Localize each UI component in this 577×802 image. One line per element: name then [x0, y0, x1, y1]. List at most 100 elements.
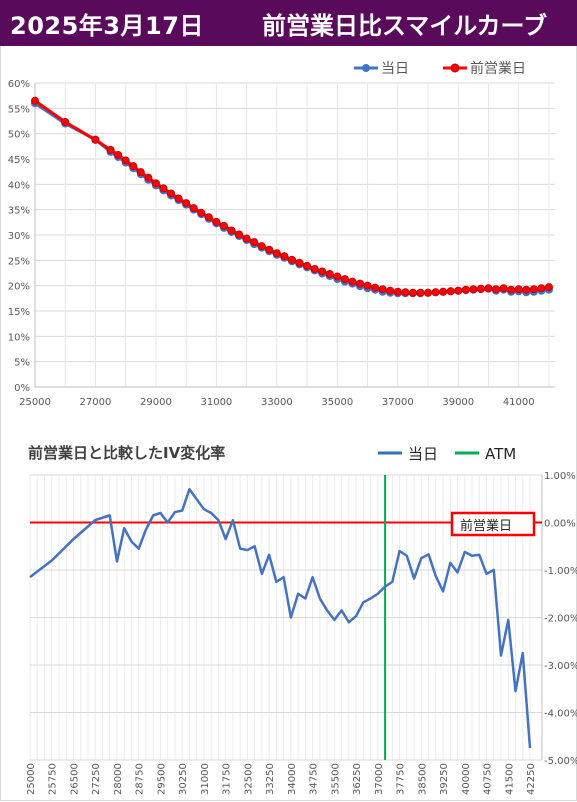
- legend-prev-marker: [450, 63, 460, 73]
- c1-point-prev: [219, 221, 228, 230]
- c1-point-prev: [287, 255, 296, 264]
- c2-x-axis: 25000 25750 26500 27250 28000 28750 29500 30250…: [26, 763, 537, 795]
- c2-x-tick-label: 34000: [287, 763, 298, 795]
- c2-x-tick-label: 40750: [483, 763, 494, 795]
- c1-point-prev: [212, 217, 221, 226]
- c1-y-tick-label: 30%: [8, 231, 30, 242]
- c2-x-tick-label: 33250: [265, 763, 276, 795]
- c2-title: 前営業日と比較したIV変化率: [28, 444, 225, 462]
- c1-point-prev: [386, 286, 395, 295]
- c1-y-axis: 0% 5% 10% 15% 20% 25% 30% 35% 40% 45% 50% 55% 60%: [8, 79, 30, 394]
- c2-y-tick-label: -4.00%: [544, 709, 577, 720]
- c1-point-prev: [333, 272, 342, 281]
- c2-y-tick-label: 0.00%: [544, 519, 576, 530]
- c2-x-tick-label: 42250: [526, 763, 537, 795]
- c1-point-prev: [61, 118, 70, 127]
- c2-x-tick-label: 27250: [91, 763, 102, 795]
- smile-curve-chart: 0% 5% 10% 15% 20% 25% 30% 35% 40% 45% 50% 55% 60% 25…: [8, 60, 555, 408]
- c2-y-tick-label: -3.00%: [544, 661, 577, 672]
- c1-x-tick-label: 35000: [321, 397, 353, 408]
- c2-x-tick-label: 36250: [352, 763, 363, 795]
- c1-x-tick-label: 31000: [200, 397, 232, 408]
- c2-x-tick-label: 29500: [156, 763, 167, 795]
- c1-point-prev: [522, 285, 531, 294]
- c1-point-prev: [189, 204, 198, 213]
- c1-point-prev: [363, 281, 372, 290]
- c1-point-prev: [499, 284, 508, 293]
- zero-line-label: 前営業日: [460, 518, 512, 534]
- c1-point-prev: [371, 283, 380, 292]
- c1-point-prev: [272, 249, 281, 258]
- c1-point-prev: [303, 261, 312, 270]
- c1-x-tick-label: 41000: [503, 397, 535, 408]
- c1-y-tick-label: 60%: [8, 79, 30, 90]
- c2-x-tick-label: 30250: [178, 763, 189, 795]
- iv-change-chart: 前営業日と比較したIV変化率 当日 ATM 1.00% 0.00% -1.00% -2…: [26, 444, 577, 795]
- c1-y-tick-label: 0%: [14, 383, 30, 394]
- c1-x-tick-label: 39000: [442, 397, 474, 408]
- c1-point-prev: [325, 270, 334, 279]
- c1-point-prev: [514, 285, 523, 294]
- c1-y-tick-label: 5%: [14, 358, 30, 369]
- c1-point-prev: [544, 283, 553, 292]
- c1-point-prev: [197, 208, 206, 217]
- c1-y-tick-label: 40%: [8, 180, 30, 191]
- c1-point-prev: [492, 285, 501, 294]
- c1-y-tick-label: 10%: [8, 332, 30, 343]
- c1-y-tick-label: 50%: [8, 130, 30, 141]
- c1-legend: 当日 前営業日: [354, 60, 526, 77]
- c2-y-tick-label: -2.00%: [544, 614, 577, 625]
- c2-series: [29, 488, 532, 749]
- c1-x-tick-label: 33000: [261, 397, 293, 408]
- c2-x-tick-label: 25000: [26, 763, 37, 795]
- c1-point-prev: [537, 284, 546, 293]
- date-label: 2025年3月17日: [10, 12, 204, 40]
- c1-point-prev: [348, 277, 357, 286]
- c1-point-prev: [310, 264, 319, 273]
- c1-point-prev: [280, 252, 289, 261]
- c1-point-prev: [129, 162, 138, 171]
- c1-point-prev: [476, 284, 485, 293]
- c1-point-prev: [204, 213, 213, 222]
- legend-today-label: 当日: [381, 61, 409, 77]
- c2-series-today-line: [29, 488, 532, 749]
- c2-y-axis: 1.00% 0.00% -1.00% -2.00% -3.00% -4.00% -5.00%: [544, 471, 577, 767]
- c1-y-tick-label: 35%: [8, 206, 30, 217]
- c1-point-prev: [439, 287, 448, 296]
- c2-y-tick-label: -1.00%: [544, 566, 577, 577]
- c1-point-prev: [242, 234, 251, 243]
- c1-x-axis: 25000 27000 29000 31000 33000 35000 37000 39000…: [19, 397, 535, 408]
- c2-x-tick-label: 39250: [439, 763, 450, 795]
- c2-y-tick-label: 1.00%: [544, 471, 576, 482]
- c1-x-tick-label: 29000: [140, 397, 172, 408]
- c2-x-tick-label: 32500: [243, 763, 254, 795]
- c1-point-prev: [144, 173, 153, 182]
- c2-x-tick-label: 28750: [135, 763, 146, 795]
- c1-point-prev: [250, 238, 259, 247]
- c2-x-tick-label: 28000: [113, 763, 124, 795]
- c1-point-prev: [167, 189, 176, 198]
- c1-point-prev: [416, 288, 425, 297]
- c1-y-tick-label: 25%: [8, 256, 30, 267]
- c1-point-prev: [401, 288, 410, 297]
- c1-series: [30, 96, 553, 298]
- legend-today-marker: [362, 64, 370, 72]
- c2-x-tick-label: 31000: [200, 763, 211, 795]
- c2-x-tick-label: 35500: [330, 763, 341, 795]
- c2-legend: 当日 ATM: [378, 445, 516, 463]
- c2-x-tick-label: 25750: [48, 763, 59, 795]
- c1-y-tick-label: 45%: [8, 155, 30, 166]
- zero-line-label-box: 前営業日: [450, 511, 536, 537]
- c2-x-tick-label: 37000: [374, 763, 385, 795]
- c1-point-prev: [106, 145, 115, 154]
- c1-point-prev: [257, 242, 266, 251]
- c1-point-prev: [484, 284, 493, 293]
- c1-point-prev: [318, 267, 327, 276]
- legend-atm-label: ATM: [485, 445, 516, 463]
- c1-point-prev: [235, 230, 244, 239]
- c1-y-tick-label: 15%: [8, 307, 30, 318]
- legend-c2-today-label: 当日: [408, 445, 438, 463]
- c1-x-tick-label: 27000: [80, 397, 112, 408]
- c1-grid: [34, 82, 555, 388]
- c1-point-prev: [136, 168, 145, 177]
